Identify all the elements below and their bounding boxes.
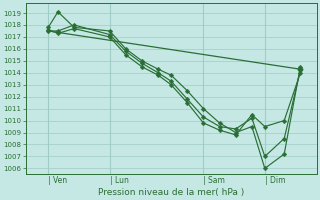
- X-axis label: Pression niveau de la mer( hPa ): Pression niveau de la mer( hPa ): [98, 188, 244, 197]
